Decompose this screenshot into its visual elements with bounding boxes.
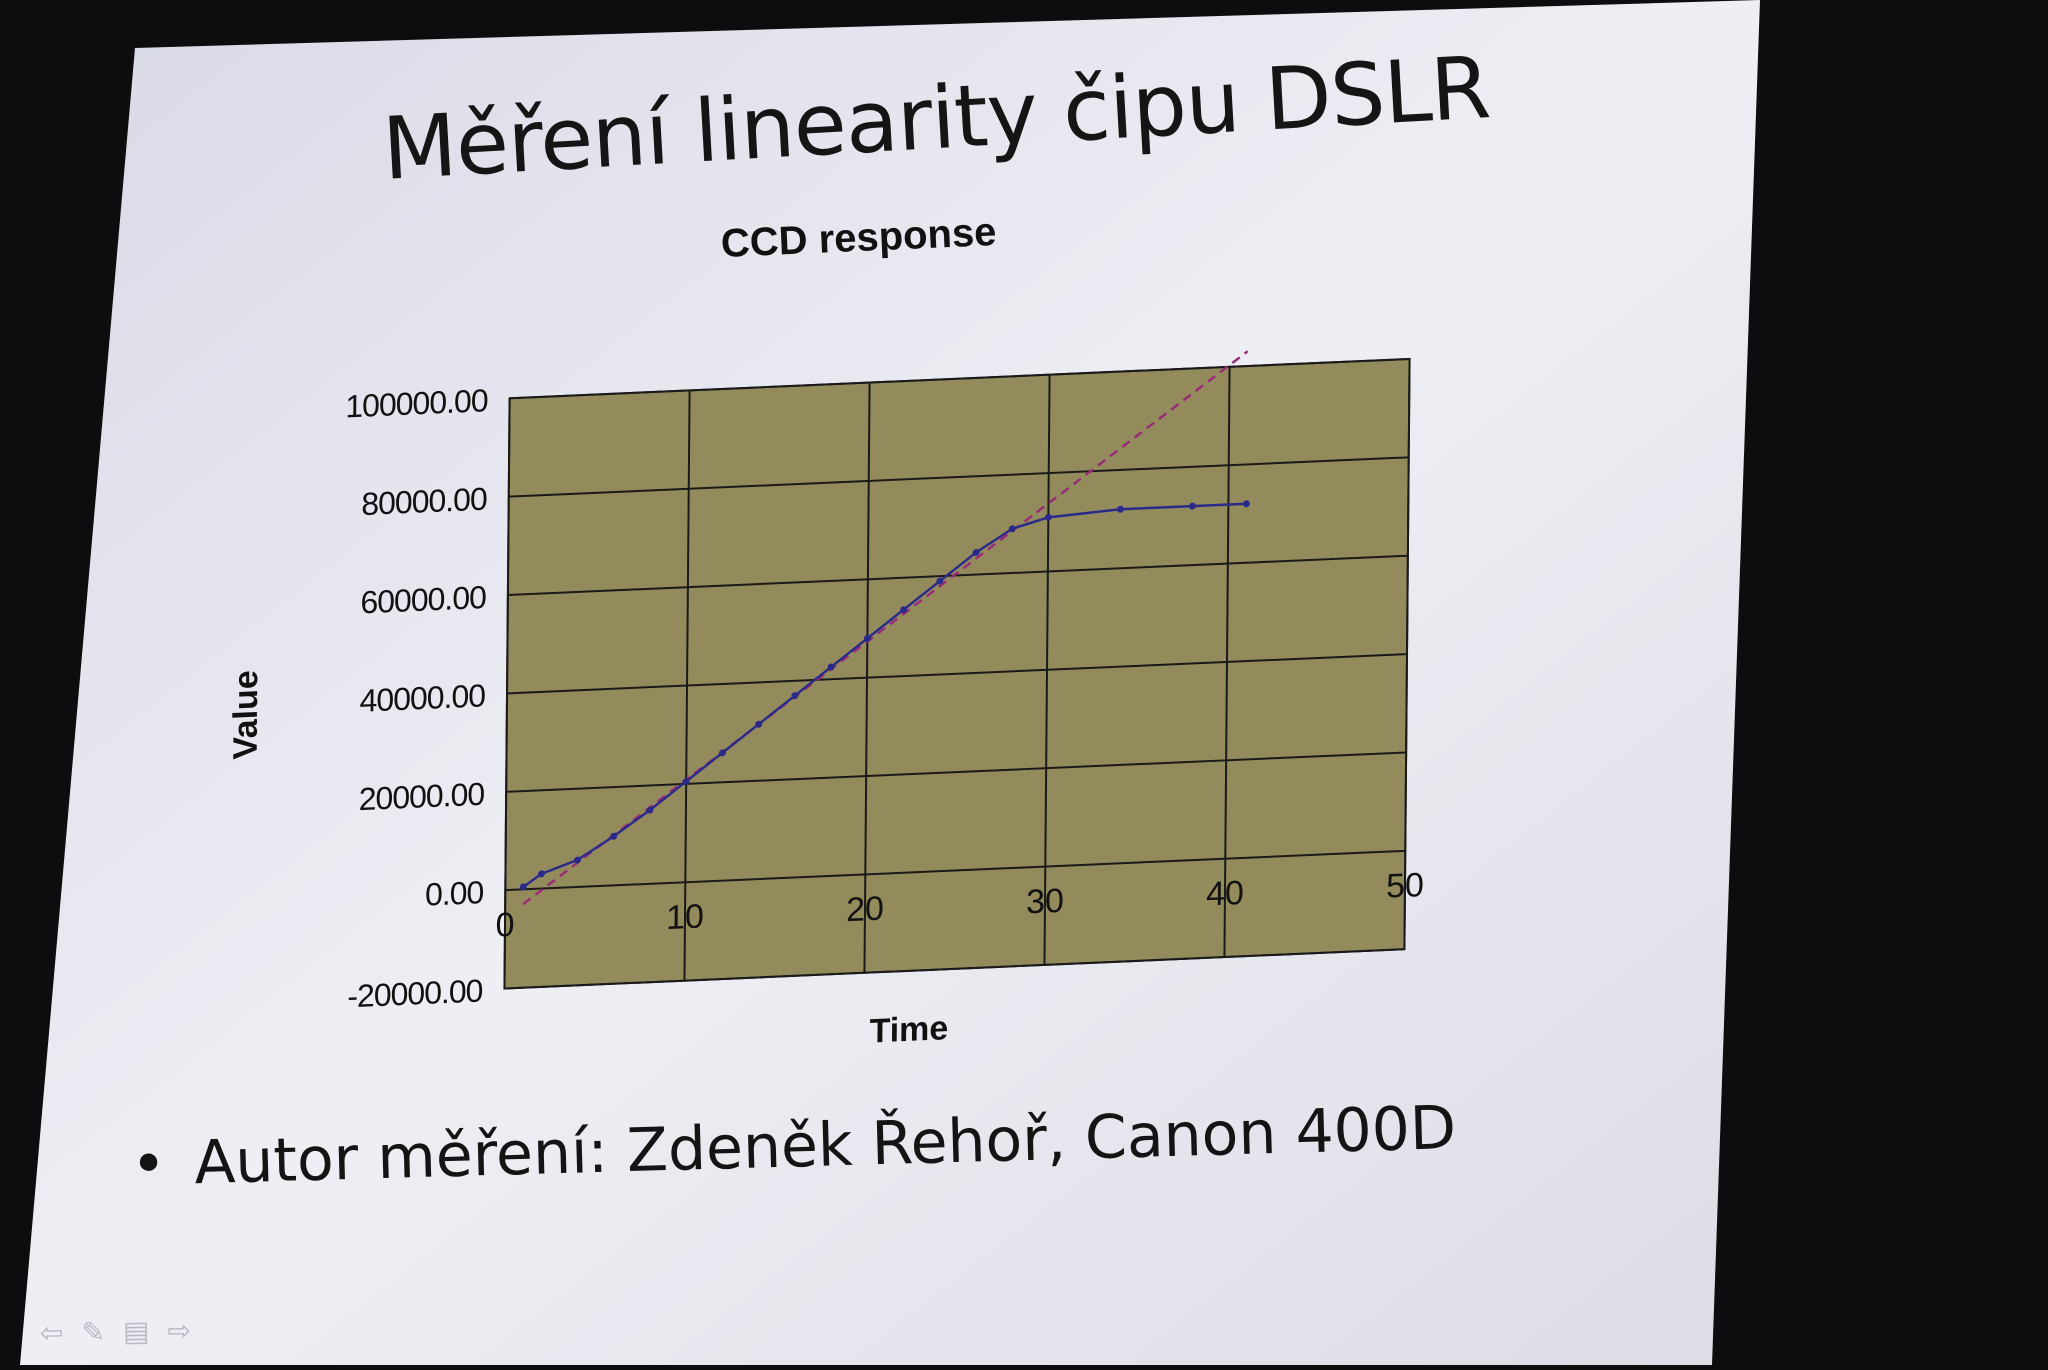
y-tick-label: 80000.00 (361, 481, 487, 522)
data-point (936, 577, 944, 585)
data-point (718, 749, 726, 757)
data-point (574, 856, 582, 864)
x-tick-label: 40 (1206, 874, 1244, 914)
pen-icon[interactable]: ✎ (81, 1316, 124, 1348)
grid-line-horizontal (505, 849, 1406, 892)
slideshow-controls: ⇦✎▤⇨ (40, 1314, 209, 1350)
grid-lines (503, 357, 1411, 990)
y-tick-label: 60000.00 (360, 579, 486, 620)
grid-line-horizontal (507, 653, 1408, 695)
y-axis-label: Value (227, 670, 266, 761)
data-point (1188, 502, 1196, 510)
data-point (610, 832, 618, 840)
y-tick-label: 0.00 (425, 874, 484, 913)
x-tick-label: 10 (666, 897, 704, 937)
previous-slide-icon[interactable]: ⇦ (39, 1316, 82, 1349)
x-axis-label: Time (869, 1009, 948, 1050)
data-series (519, 350, 1250, 906)
y-tick-label: -20000.00 (347, 972, 483, 1014)
y-tick-label: 100000.00 (345, 382, 488, 424)
trend-line (522, 350, 1249, 906)
menu-icon[interactable]: ▤ (122, 1315, 168, 1348)
grid-line-horizontal (506, 751, 1407, 793)
data-point (791, 692, 799, 700)
grid-line-horizontal (504, 948, 1405, 990)
data-point (1008, 525, 1016, 533)
grid-line-horizontal (508, 456, 1409, 498)
y-tick-label: 20000.00 (359, 776, 485, 817)
x-tick-labels: 0 10 20 30 40 50 (495, 866, 1424, 945)
grid-line-horizontal (509, 357, 1410, 400)
x-tick-label: 30 (1026, 882, 1064, 922)
y-tick-labels: -20000.00 0.00 20000.00 40000.00 60000.00 800… (345, 382, 488, 1014)
x-tick-label: 20 (846, 890, 884, 930)
data-point (755, 720, 763, 728)
x-tick-label: 50 (1386, 866, 1424, 906)
data-point (972, 548, 980, 556)
data-point (646, 806, 654, 814)
x-tick-label: 0 (495, 906, 514, 945)
grid-line-horizontal (507, 554, 1408, 597)
data-point (1116, 505, 1124, 513)
data-point (900, 606, 908, 614)
data-point (537, 870, 545, 878)
next-slide-icon[interactable]: ⇨ (167, 1314, 210, 1347)
data-point (827, 663, 835, 671)
bullet-marker: • (130, 1129, 168, 1200)
data-point (519, 883, 527, 891)
data-point (1242, 500, 1250, 508)
data-point (863, 634, 871, 642)
data-point (682, 777, 690, 785)
y-tick-label: 40000.00 (359, 677, 485, 718)
data-point (1044, 513, 1052, 521)
